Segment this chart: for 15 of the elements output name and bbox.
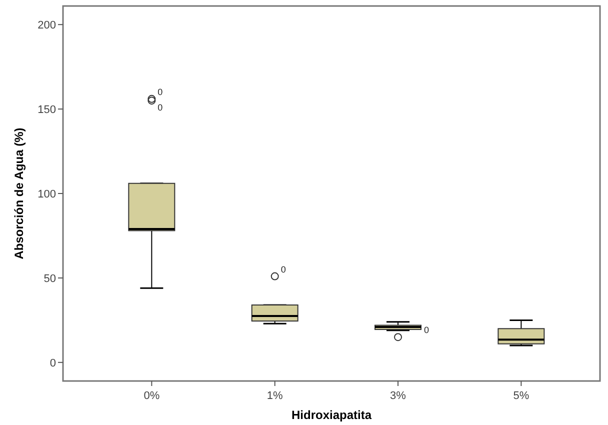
y-tick-label: 50 — [44, 272, 56, 285]
y-tick-label: 200 — [38, 19, 56, 32]
y-axis-title: Absorción de Agua (%) — [12, 128, 26, 260]
annotation: 0 — [158, 102, 163, 113]
x-tick-label: 3% — [390, 390, 406, 402]
x-tick-label: 5% — [513, 390, 530, 402]
annotation: 0 — [158, 86, 163, 97]
annotation: 0 — [280, 264, 286, 274]
annotation: 0 — [424, 325, 430, 336]
y-tick-label: 0 — [50, 357, 56, 370]
y-tick-label: 100 — [38, 188, 56, 200]
x-axis-title: Hidroxiapatita — [291, 408, 372, 422]
x-tick-label: 0% — [144, 390, 160, 402]
x-tick-label: 1% — [266, 390, 284, 402]
y-tick-label: 150 — [38, 104, 56, 116]
